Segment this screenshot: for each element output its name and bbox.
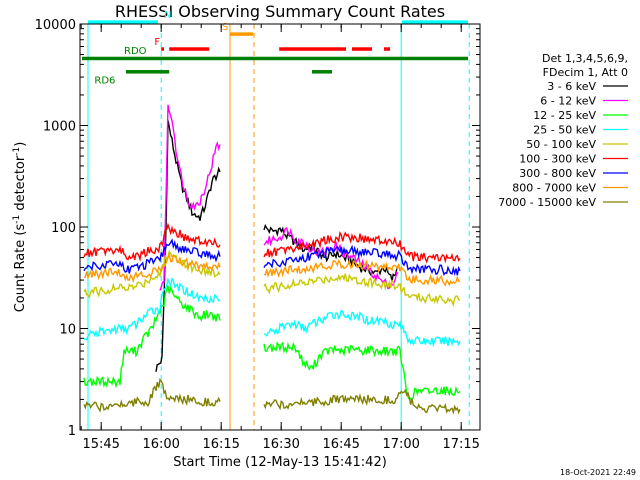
flag-f-bar-4 bbox=[352, 47, 372, 51]
series-9-trace-1 bbox=[83, 377, 221, 413]
flag-f-bar-1 bbox=[161, 47, 164, 51]
x-tick-label-1: 15:45 bbox=[82, 437, 119, 452]
series-9 bbox=[83, 377, 461, 415]
series-7-trace-2 bbox=[263, 244, 461, 277]
series-3-trace-2 bbox=[263, 341, 461, 402]
flag-label-s: S bbox=[222, 22, 228, 33]
x-tick-label-4: 16:30 bbox=[262, 437, 299, 452]
x-tick-label-6: 17:00 bbox=[382, 437, 419, 452]
flag-label-rd6: RD6 bbox=[94, 76, 115, 87]
flag-rdo: RDO bbox=[82, 46, 468, 61]
legend-label-3: 12 - 25 keV bbox=[533, 109, 596, 122]
series-5-trace-2 bbox=[263, 273, 461, 307]
y-axis: 1 10 100 1000 10000 bbox=[35, 18, 480, 439]
y-tick-label-3: 100 bbox=[51, 221, 76, 236]
legend: Det 1,3,4,5,6,9, FDecim 1, Att 0 3 - 6 k… bbox=[498, 52, 628, 209]
series-8 bbox=[83, 252, 461, 287]
x-tick-label-7: 17:15 bbox=[442, 437, 479, 452]
series-4 bbox=[83, 277, 461, 348]
legend-label-1: 3 - 6 keV bbox=[547, 80, 596, 93]
flag-f-bar-2 bbox=[169, 47, 210, 51]
flag-n: N bbox=[88, 10, 468, 24]
x-tick-label-3: 16:15 bbox=[202, 437, 239, 452]
series-3 bbox=[83, 285, 461, 402]
flag-rd6-bar-2 bbox=[312, 70, 332, 74]
flag-f-bar-5 bbox=[384, 47, 390, 51]
flag-rdo-bar-1 bbox=[82, 56, 468, 61]
legend-label-9: 7000 - 15000 keV bbox=[498, 196, 596, 209]
y-tick-label-1: 1 bbox=[68, 424, 76, 439]
series-6-trace-1 bbox=[83, 222, 221, 262]
series-2-trace-1 bbox=[159, 104, 221, 291]
series-5-trace-1 bbox=[83, 249, 221, 299]
timestamp: 18-Oct-2021 22:49 bbox=[560, 468, 636, 477]
flag-n-bar-1 bbox=[88, 20, 158, 24]
legend-label-2: 6 - 12 keV bbox=[540, 95, 596, 108]
series-7-trace-1 bbox=[83, 238, 221, 274]
series-7 bbox=[83, 238, 461, 277]
chart-title: RHESSI Observing Summary Count Rates bbox=[115, 2, 445, 21]
series-8-trace-2 bbox=[264, 258, 461, 287]
x-axis-label: Start Time (12-May-13 15:41:42) bbox=[173, 455, 387, 470]
legend-header-2: FDecim 1, Att 0 bbox=[543, 66, 628, 79]
x-tick-label-2: 16:00 bbox=[142, 437, 179, 452]
series-5 bbox=[83, 249, 461, 307]
flag-label-f: F bbox=[154, 37, 160, 48]
flag-label-rdo: RDO bbox=[124, 46, 147, 57]
y-tick-label-4: 1000 bbox=[43, 120, 76, 135]
flag-rd6: RD6 bbox=[94, 70, 332, 87]
flag-rd6-bar-1 bbox=[126, 70, 170, 74]
flag-s: S bbox=[222, 22, 254, 36]
series-2 bbox=[159, 104, 399, 291]
y-tick-label-2: 10 bbox=[59, 323, 76, 338]
series-2-trace-2 bbox=[263, 227, 399, 290]
series-6 bbox=[83, 222, 461, 264]
flag-f-bar-3 bbox=[279, 47, 346, 51]
x-axis: 15:45 16:00 16:15 16:30 16:45 17:00 17:15 bbox=[80, 24, 480, 452]
legend-header-1: Det 1,3,4,5,6,9, bbox=[542, 52, 628, 65]
y-tick-label-5: 10000 bbox=[35, 18, 76, 33]
series-3-trace-1 bbox=[83, 285, 221, 389]
x-tick-label-5: 16:45 bbox=[322, 437, 359, 452]
series-8-trace-1 bbox=[83, 252, 221, 283]
legend-label-7: 300 - 800 keV bbox=[519, 167, 596, 180]
series-1-trace-2 bbox=[263, 223, 399, 282]
series-4-trace-1 bbox=[83, 277, 221, 341]
legend-label-8: 800 - 7000 keV bbox=[512, 182, 596, 195]
series-9-trace-2 bbox=[263, 388, 461, 415]
y-axis-label: Count Rate (s-1 detector-1) bbox=[12, 142, 28, 313]
flag-n-bar-2 bbox=[402, 20, 468, 24]
flag-s-bar-1 bbox=[230, 32, 254, 36]
flag-label-n: N bbox=[164, 10, 171, 21]
series-4-trace-2 bbox=[263, 309, 461, 348]
series-6-trace-2 bbox=[263, 231, 461, 264]
flag-f: F bbox=[154, 37, 390, 51]
legend-label-5: 50 - 100 keV bbox=[526, 138, 596, 151]
legend-label-4: 25 - 50 keV bbox=[533, 124, 596, 137]
legend-label-6: 100 - 300 keV bbox=[519, 153, 596, 166]
